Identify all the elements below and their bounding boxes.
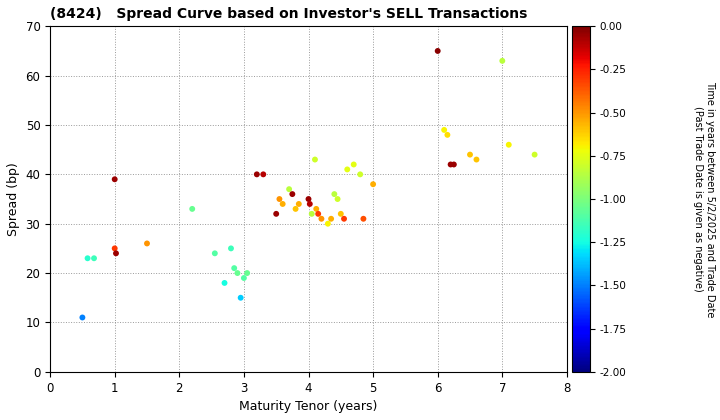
Point	[271, 210, 282, 217]
Point	[109, 245, 120, 252]
Point	[438, 126, 450, 133]
Point	[232, 270, 243, 276]
Point	[109, 176, 120, 183]
Point	[328, 191, 340, 197]
Point	[445, 161, 456, 168]
Point	[290, 205, 302, 212]
Point	[225, 245, 237, 252]
Point	[310, 205, 322, 212]
Point	[432, 47, 444, 54]
Point	[348, 161, 359, 168]
Point	[325, 215, 337, 222]
Y-axis label: Time in years between 5/2/2025 and Trade Date
(Past Trade Date is given as negat: Time in years between 5/2/2025 and Trade…	[693, 81, 715, 317]
Point	[338, 215, 350, 222]
Point	[312, 210, 324, 217]
Point	[358, 215, 369, 222]
Point	[332, 196, 343, 202]
Point	[304, 201, 315, 207]
Point	[293, 201, 305, 207]
Point	[309, 156, 320, 163]
Point	[448, 161, 459, 168]
Point	[219, 280, 230, 286]
Point	[471, 156, 482, 163]
Point	[441, 131, 453, 138]
Point	[354, 171, 366, 178]
Point	[503, 142, 515, 148]
Point	[110, 250, 122, 257]
Point	[322, 220, 333, 227]
Point	[284, 186, 295, 192]
Point	[341, 166, 353, 173]
Point	[367, 181, 379, 188]
Point	[335, 210, 346, 217]
Point	[228, 265, 240, 271]
Point	[315, 215, 327, 222]
Point	[274, 196, 285, 202]
Point	[306, 210, 318, 217]
Point	[76, 314, 88, 321]
Point	[302, 196, 314, 202]
Point	[464, 151, 476, 158]
Y-axis label: Spread (bp): Spread (bp)	[7, 162, 20, 236]
Point	[89, 255, 100, 262]
Point	[141, 240, 153, 247]
Point	[529, 151, 541, 158]
Point	[258, 171, 269, 178]
Point	[82, 255, 94, 262]
Point	[277, 201, 289, 207]
Text: (8424)   Spread Curve based on Investor's SELL Transactions: (8424) Spread Curve based on Investor's …	[50, 7, 528, 21]
Point	[497, 58, 508, 64]
X-axis label: Maturity Tenor (years): Maturity Tenor (years)	[239, 400, 378, 413]
Point	[186, 205, 198, 212]
Point	[209, 250, 220, 257]
Point	[241, 270, 253, 276]
Point	[238, 275, 250, 281]
Point	[235, 294, 246, 301]
Point	[287, 191, 298, 197]
Point	[251, 171, 263, 178]
